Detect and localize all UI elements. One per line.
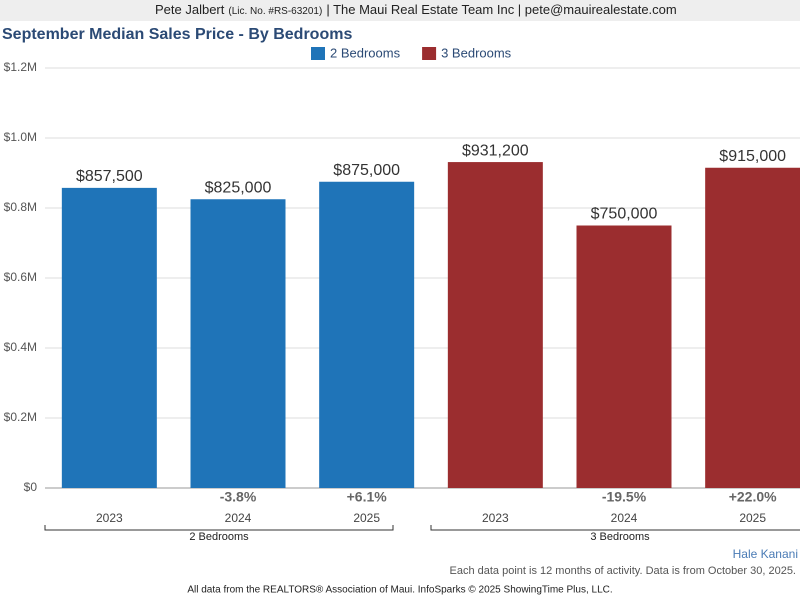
group-label: 2 Bedrooms: [189, 531, 249, 543]
bar: [576, 225, 672, 488]
header: Pete Jalbert (Lic. No. #RS-63201) | The Ma…: [155, 2, 677, 17]
x-tick-label: 2023: [96, 511, 123, 525]
legend-label: 2 Bedrooms: [330, 45, 401, 60]
value-label: $825,000: [205, 179, 272, 196]
header-license: (Lic. No. #RS-63201): [228, 6, 322, 17]
y-tick-label: $0: [24, 480, 38, 494]
x-tick-label: 2023: [482, 511, 509, 525]
group-bracket: [44, 525, 394, 531]
y-tick-label: $0.4M: [4, 340, 37, 354]
header-bar: [0, 0, 800, 21]
footnote: Each data point is 12 months of activity…: [450, 565, 796, 577]
legend-label: 3 Bedrooms: [441, 45, 512, 60]
source: All data from the REALTORS® Association …: [187, 585, 612, 596]
chart-title: September Median Sales Price - By Bedroo…: [2, 26, 352, 43]
legend-swatch: [311, 47, 325, 60]
y-tick-label: $0.6M: [4, 270, 37, 284]
bar: [190, 199, 286, 488]
change-label: +22.0%: [729, 489, 777, 505]
bar: [61, 187, 157, 488]
value-label: $931,200: [462, 142, 529, 159]
x-tick-label: 2024: [225, 511, 252, 525]
header-rest: | The Maui Real Estate Team Inc | pete@m…: [326, 2, 676, 17]
brand: Hale Kanani: [733, 547, 798, 561]
value-label: $750,000: [591, 206, 658, 223]
bar: [705, 167, 800, 488]
bar: [447, 162, 543, 488]
value-label: $915,000: [719, 148, 786, 165]
change-label: -3.8%: [220, 489, 257, 505]
x-tick-label: 2025: [353, 511, 380, 525]
change-label: -19.5%: [602, 489, 647, 505]
y-tick-label: $1.0M: [4, 130, 37, 144]
group-bracket: [430, 525, 800, 531]
change-label: +6.1%: [347, 489, 388, 505]
value-label: $857,500: [76, 168, 143, 185]
y-tick-label: $1.2M: [4, 60, 37, 74]
y-tick-label: $0.8M: [4, 200, 37, 214]
group-label: 3 Bedrooms: [590, 531, 650, 543]
x-tick-label: 2025: [739, 511, 766, 525]
x-tick-label: 2024: [611, 511, 638, 525]
legend-swatch: [422, 47, 437, 60]
value-label: $875,000: [333, 162, 400, 179]
bar: [319, 181, 415, 488]
header-name: Pete Jalbert: [155, 2, 225, 17]
y-tick-label: $0.2M: [4, 410, 37, 424]
